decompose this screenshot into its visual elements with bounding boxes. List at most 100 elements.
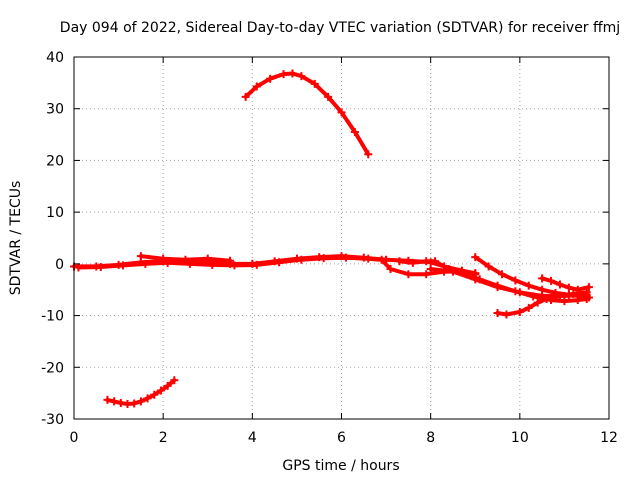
data-point	[364, 254, 373, 263]
grid-layer	[74, 57, 609, 419]
data-point	[484, 262, 493, 271]
data-point	[110, 397, 119, 406]
data-point	[143, 394, 152, 403]
data-point	[524, 303, 533, 312]
data-layer	[70, 69, 593, 409]
data-point	[279, 70, 288, 79]
data-point	[181, 255, 190, 264]
y-tick-label: 10	[46, 205, 64, 221]
data-point	[163, 381, 172, 390]
y-tick-label: 0	[55, 257, 64, 273]
data-point	[203, 254, 212, 263]
data-point	[538, 285, 547, 294]
data-point	[533, 298, 542, 307]
x-tick-label: 12	[600, 430, 618, 446]
data-point	[337, 108, 346, 117]
data-point	[426, 265, 435, 274]
data-point	[324, 92, 333, 101]
data-point	[431, 257, 440, 266]
data-point	[573, 285, 582, 294]
data-point	[471, 253, 480, 262]
data-point	[288, 69, 297, 78]
data-point	[252, 82, 261, 91]
data-point	[422, 257, 431, 266]
data-point	[555, 280, 564, 289]
data-point	[511, 276, 520, 285]
series-line	[473, 255, 591, 300]
data-point	[547, 276, 556, 285]
data-point	[448, 267, 457, 276]
x-tick-label: 10	[511, 430, 529, 446]
data-point	[123, 400, 132, 409]
y-tick-label: 40	[46, 50, 64, 66]
data-point	[584, 283, 593, 292]
data-point	[141, 259, 150, 268]
data-point	[524, 281, 533, 290]
data-point	[136, 252, 145, 261]
data-point	[266, 74, 275, 83]
data-point	[159, 254, 168, 263]
series-track-high	[241, 69, 373, 159]
y-axis-label: SDTVAR / TECUs	[8, 181, 24, 296]
data-point	[493, 308, 502, 317]
data-point	[471, 275, 480, 284]
data-point	[226, 256, 235, 265]
data-point	[386, 265, 395, 274]
x-tick-label: 8	[426, 430, 435, 446]
data-point	[515, 307, 524, 316]
data-point	[542, 295, 551, 304]
data-point	[150, 390, 159, 399]
data-point	[136, 397, 145, 406]
series-track-a	[136, 252, 235, 265]
y-tick-label: -30	[41, 412, 64, 428]
data-point	[498, 270, 506, 279]
data-point	[377, 255, 386, 264]
data-point	[96, 262, 105, 271]
data-point	[569, 289, 578, 298]
data-point	[493, 283, 502, 292]
data-point	[319, 254, 328, 263]
data-point	[297, 255, 306, 264]
data-point	[364, 150, 373, 159]
data-point	[408, 258, 417, 267]
chart-title: Day 094 of 2022, Sidereal Day-to-day VTE…	[60, 20, 620, 36]
data-point	[422, 270, 431, 279]
series-track-low	[103, 376, 179, 409]
data-point	[350, 127, 359, 136]
data-point	[538, 274, 547, 283]
data-point	[395, 257, 404, 266]
data-point	[208, 260, 217, 269]
data-point	[116, 398, 125, 407]
y-tick-label: -10	[41, 309, 64, 325]
series-line	[428, 267, 589, 298]
x-tick-label: 2	[159, 430, 168, 446]
data-point	[156, 386, 165, 395]
data-point	[275, 258, 284, 267]
data-point	[341, 253, 350, 262]
data-point	[310, 79, 319, 88]
y-tick-label: 20	[46, 153, 64, 169]
data-point	[241, 92, 250, 101]
y-tick-label: -20	[41, 360, 64, 376]
y-tick-label: 30	[46, 102, 64, 118]
data-point	[502, 310, 511, 319]
x-tick-label: 6	[337, 430, 346, 446]
data-point	[297, 72, 306, 81]
data-point	[564, 283, 573, 292]
data-point	[230, 261, 239, 270]
data-point	[555, 291, 564, 300]
data-point	[515, 288, 524, 297]
series-track-main-lower	[74, 253, 391, 272]
data-point	[130, 399, 139, 408]
data-point	[74, 263, 83, 272]
series-track-c	[395, 257, 591, 306]
x-tick-label: 4	[248, 430, 257, 446]
axis-layer: 0 2 4 6 8 10 12 -30 -20 -10 0 10 20 30 40	[41, 50, 618, 446]
x-tick-label: 0	[70, 430, 79, 446]
data-point	[584, 293, 593, 302]
x-axis-label: GPS time / hours	[282, 458, 399, 474]
data-point	[404, 270, 413, 279]
data-point	[103, 395, 112, 404]
data-point	[119, 261, 128, 270]
